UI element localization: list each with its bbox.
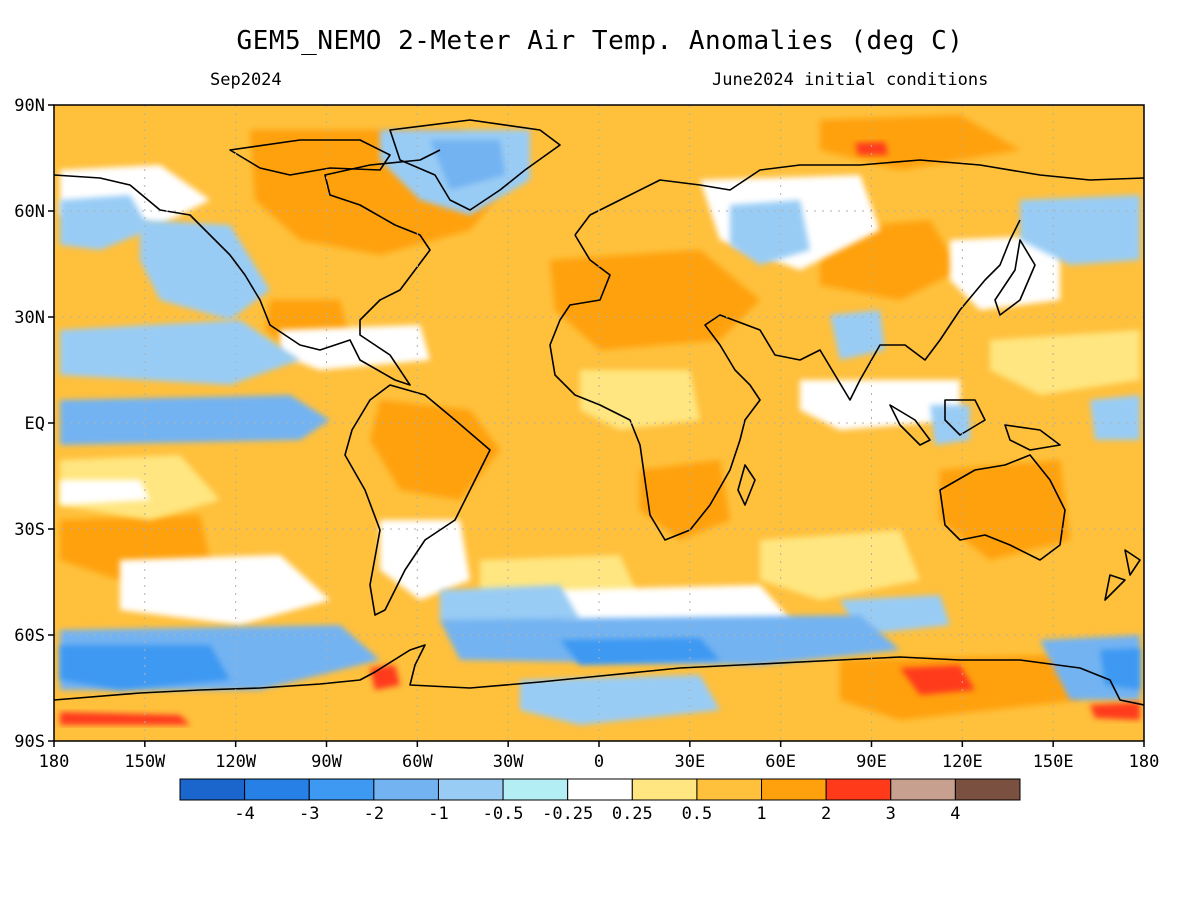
lon-tick-label: 180 (1129, 752, 1160, 772)
anomaly-patch (380, 520, 470, 600)
anomaly-patch (370, 400, 500, 500)
colorbar-swatch (890, 778, 956, 801)
anomaly-patch (580, 370, 700, 430)
colorbar-label: -2 (364, 804, 384, 824)
anomaly-patch (940, 460, 1070, 560)
chart-title: GEM5_NEMO 2-Meter Air Temp. Anomalies (d… (236, 26, 964, 56)
anomaly-patch (990, 330, 1140, 395)
colorbar-swatch (954, 778, 1021, 801)
initial-conditions-label: June2024 initial conditions (712, 70, 989, 90)
anomaly-patch (560, 638, 720, 665)
anomaly-patch (900, 665, 975, 695)
anomaly-patch (430, 140, 505, 190)
lat-tick-label: 30S (14, 520, 45, 540)
lon-tick-label: 60E (765, 752, 796, 772)
colorbar-swatch (696, 778, 763, 801)
colorbar-label: -0.25 (542, 804, 593, 824)
coastline (994, 239, 1036, 316)
coastline (389, 119, 561, 211)
coastline (574, 159, 1144, 236)
lon-tick-label: 60W (402, 752, 433, 772)
anomaly-patch (60, 195, 150, 250)
lon-tick-label: 150W (124, 752, 166, 772)
anomaly-patch (820, 115, 1020, 170)
colorbar-label: 2 (821, 804, 831, 824)
coastline (939, 454, 1066, 561)
colorbar-swatch (244, 778, 310, 801)
valid-month-label: Sep2024 (210, 70, 282, 90)
colorbar-label: 1 (756, 804, 766, 824)
anomaly-patch (60, 712, 190, 725)
anomaly-patch (800, 380, 960, 430)
lon-tick-label: 120W (215, 752, 257, 772)
coastline (54, 149, 441, 386)
lon-tick-label: 90W (311, 752, 342, 772)
lat-tick-label: 60N (14, 202, 45, 222)
colorbar-swatch (567, 778, 633, 801)
coastline (944, 399, 986, 436)
anomaly-patch (760, 530, 920, 600)
coastline (1104, 574, 1126, 601)
colorbar-swatch (825, 778, 892, 801)
lon-tick-label: 150E (1033, 752, 1074, 772)
anomaly-patch (60, 320, 300, 385)
anomaly-patch (730, 200, 810, 265)
anomaly-patch (1100, 648, 1140, 690)
lon-tick-label: 30W (493, 752, 524, 772)
colorbar-label: -0.5 (483, 804, 524, 824)
lon-tick-label: 90E (856, 752, 887, 772)
lat-tick-label: 90S (14, 732, 45, 752)
lon-tick-label: 120E (942, 752, 983, 772)
anomaly-patch (60, 395, 330, 445)
colorbar-label: -1 (428, 804, 448, 824)
lat-tick-label: 60S (14, 626, 45, 646)
anomaly-patch (1020, 195, 1140, 265)
coastline (1004, 424, 1061, 451)
map-grid (54, 105, 1144, 741)
lat-tick-label: 90N (14, 96, 45, 116)
colorbar-swatch (373, 778, 439, 801)
anomaly-patch (120, 555, 330, 625)
lat-tick-label: 30N (14, 308, 45, 328)
colorbar-label: 3 (886, 804, 896, 824)
colorbar-swatch (179, 778, 246, 801)
lon-tick-label: 30E (674, 752, 705, 772)
coastline (737, 464, 756, 506)
lon-tick-label: 180 (39, 752, 70, 772)
colorbar-label: 4 (950, 804, 960, 824)
colorbar-label: -3 (299, 804, 319, 824)
anomaly-fields (60, 115, 1140, 725)
map-plot-area (54, 105, 1144, 741)
colorbar: -4 -3 -2 -1 -0.5 -0.25 0.25 0.5 1 2 3 4 (179, 778, 1021, 824)
coastline (54, 644, 1144, 706)
anomaly-patch (520, 675, 720, 725)
anomaly-patch (640, 460, 730, 540)
anomaly-patch (855, 142, 888, 155)
colorbar-label: 0.25 (612, 804, 653, 824)
anomaly-patch (1090, 395, 1140, 440)
lat-tick-label: EQ (25, 414, 45, 434)
anomaly-patch (1090, 702, 1140, 720)
colorbar-swatch (631, 778, 698, 801)
anomaly-patch (950, 235, 1060, 310)
colorbar-label: -4 (234, 804, 254, 824)
anomaly-patch (60, 480, 150, 505)
coastline (889, 404, 931, 446)
colorbar-swatch (761, 778, 827, 801)
colorbar-swatch (308, 778, 375, 801)
coastline (344, 384, 491, 616)
colorbar-label: 0.5 (682, 804, 713, 824)
colorbar-swatch (437, 778, 504, 801)
coastline (229, 139, 391, 176)
anomaly-patch (550, 250, 760, 350)
colorbar-swatch (502, 778, 569, 801)
anomaly-patch (140, 220, 270, 320)
coastline (1124, 549, 1141, 576)
coastline (549, 219, 1021, 541)
anomaly-patch (60, 645, 230, 690)
lon-tick-label: 0 (594, 752, 604, 772)
coastlines (54, 119, 1144, 706)
